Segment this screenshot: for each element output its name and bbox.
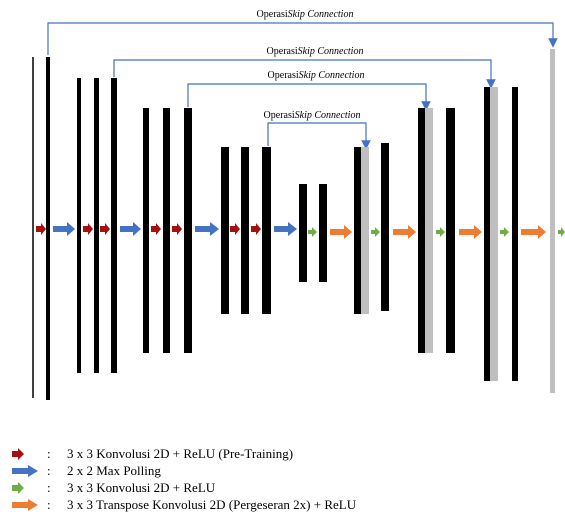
dark-red-arrow-icon [151, 223, 161, 235]
output-map [550, 49, 555, 393]
green-arrow-icon [500, 227, 509, 237]
green-arrow-icon [12, 482, 24, 494]
dark-red-arrow-icon [36, 223, 46, 235]
orange-arrow-icon [459, 225, 482, 239]
green-arrow-icon [436, 227, 445, 237]
legend-item-transpose-conv: : 3 x 3 Transpose Konvolusi 2D (Pergeser… [0, 497, 565, 513]
decoder-level-1 [484, 87, 518, 381]
blue-arrow-icon [195, 222, 219, 236]
skip-connection-2 [113, 59, 496, 89]
orange-arrow-icon [330, 225, 352, 239]
encoder-level-1 [46, 57, 117, 400]
blue-arrow-icon [12, 465, 38, 477]
green-arrow-icon [308, 227, 317, 237]
skip-connection-1 [47, 22, 558, 55]
green-arrow-icon [371, 227, 380, 237]
legend-colon: : [47, 446, 51, 461]
blue-arrow-icon [274, 222, 297, 236]
blue-arrow-icon [53, 222, 75, 236]
legend-item-conv-relu: : 3 x 3 Konvolusi 2D + ReLU [0, 480, 565, 496]
unet-architecture-diagram: OperasiSkip Connection OperasiSkip Conne… [32, 9, 565, 400]
dark-red-arrow-icon [83, 223, 93, 235]
dark-red-arrow-icon [172, 223, 182, 235]
legend-item-conv-pretraining: : 3 x 3 Konvolusi 2D + ReLU (Pre-Trainin… [0, 446, 565, 462]
legend-colon: : [47, 463, 51, 478]
dark-red-arrow-icon [12, 448, 24, 460]
legend-colon: : [47, 480, 51, 495]
skip-connection-3 [187, 83, 431, 111]
skip-connection-label-2: OperasiSkip Connection [267, 46, 364, 57]
orange-arrow-icon [12, 499, 38, 511]
orange-arrow-icon [521, 225, 546, 239]
bottleneck [299, 184, 327, 282]
skip-connection-4 [267, 122, 371, 150]
legend-label: 3 x 3 Konvolusi 2D + ReLU (Pre-Training) [67, 446, 294, 461]
skip-connection-label-3: OperasiSkip Connection [268, 70, 365, 81]
legend-item-max-pooling: : 2 x 2 Max Polling [0, 463, 565, 479]
blue-arrow-icon [120, 222, 141, 236]
legend-label: 2 x 2 Max Polling [67, 463, 161, 478]
encoder-level-2 [143, 108, 192, 353]
orange-arrow-icon [393, 225, 416, 239]
skip-connection-label-4: OperasiSkip Connection [264, 110, 361, 121]
skip-connection-label-1: OperasiSkip Connection [257, 9, 354, 20]
legend-label: 3 x 3 Konvolusi 2D + ReLU [67, 480, 216, 495]
dark-red-arrow-icon [100, 223, 110, 235]
legend-label: 3 x 3 Transpose Konvolusi 2D (Pergeseran… [67, 497, 357, 512]
dark-red-arrow-icon [230, 223, 240, 235]
dark-red-arrow-icon [251, 223, 261, 235]
encoder-level-3 [221, 147, 271, 314]
decoder-level-2 [418, 108, 455, 353]
green-arrow-icon [558, 227, 565, 237]
legend-colon: : [47, 497, 51, 512]
flow-arrows [36, 222, 565, 239]
decoder-level-3 [354, 143, 389, 314]
